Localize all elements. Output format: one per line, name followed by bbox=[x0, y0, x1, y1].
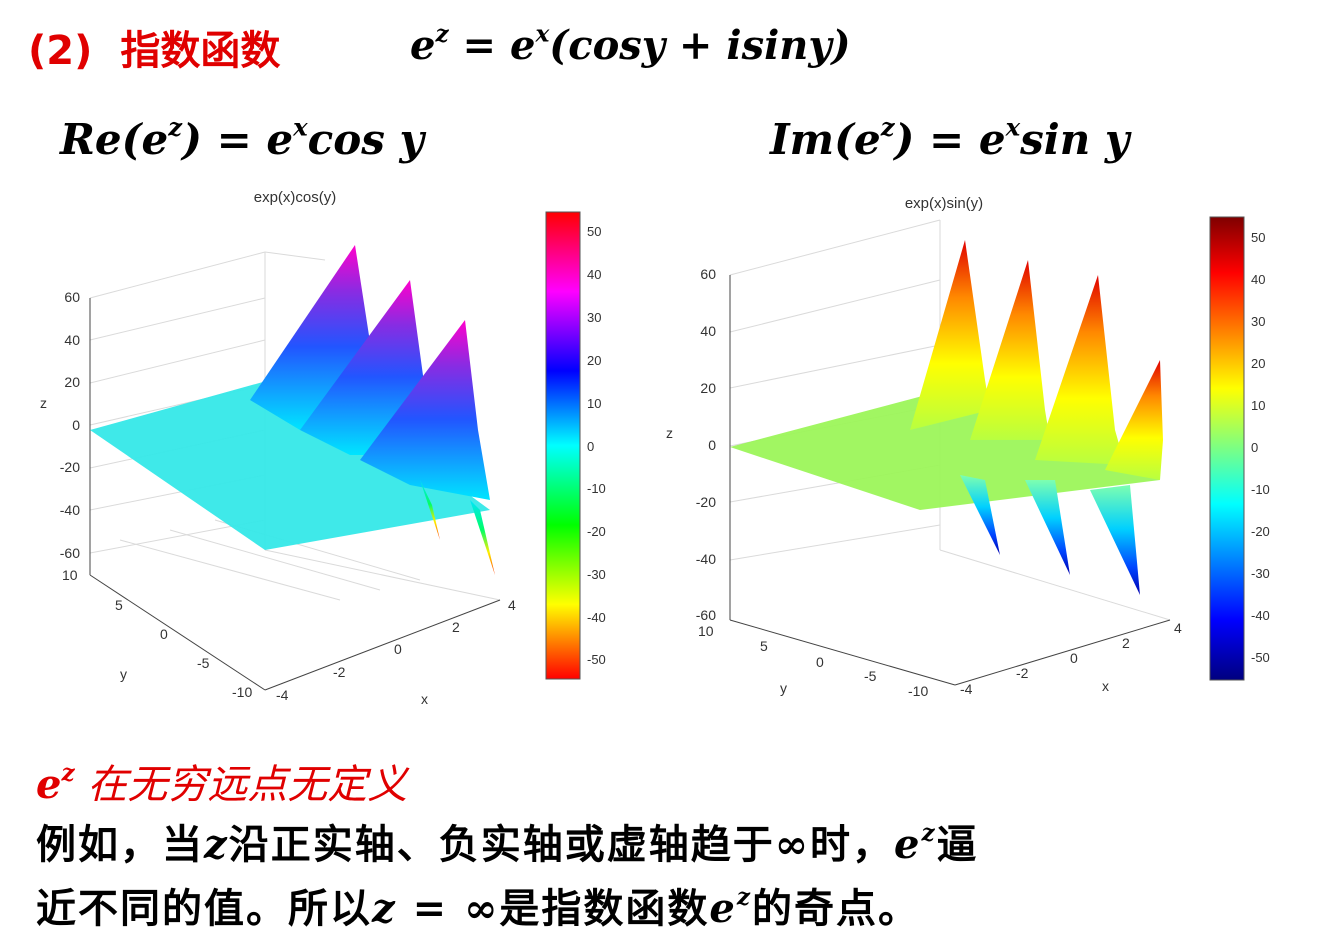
svg-text:4: 4 bbox=[508, 597, 516, 613]
svg-text:-20: -20 bbox=[60, 459, 80, 475]
svg-text:60: 60 bbox=[700, 266, 716, 282]
svg-text:-60: -60 bbox=[696, 607, 716, 623]
svg-text:-20: -20 bbox=[696, 494, 716, 510]
surface-peak-2 bbox=[970, 260, 1050, 440]
svg-text:2: 2 bbox=[1122, 635, 1130, 651]
svg-text:z: z bbox=[40, 395, 47, 411]
svg-text:-10: -10 bbox=[587, 481, 606, 496]
svg-text:0: 0 bbox=[72, 417, 80, 433]
svg-text:-10: -10 bbox=[908, 683, 928, 699]
surface-dip-3 bbox=[1090, 485, 1140, 595]
svg-text:0: 0 bbox=[708, 437, 716, 453]
svg-text:20: 20 bbox=[1251, 356, 1265, 371]
svg-text:-20: -20 bbox=[587, 524, 606, 539]
svg-text:-30: -30 bbox=[587, 567, 606, 582]
paragraph-line-2: 近不同的值。所以z = ∞是指数函数ez的奇点。 bbox=[36, 883, 921, 932]
paragraph-line-1: 例如，当z沿正实轴、负实轴或虚轴趋于∞时，ez逼 bbox=[36, 819, 979, 868]
svg-text:-40: -40 bbox=[587, 610, 606, 625]
svg-text:20: 20 bbox=[64, 374, 80, 390]
plot-real-part: exp(x)cos(y) 60 40 20 0 -20 -40 -60 bbox=[40, 189, 606, 707]
colorbar bbox=[1209, 216, 1245, 681]
svg-text:0: 0 bbox=[394, 641, 402, 657]
svg-text:0: 0 bbox=[816, 654, 824, 670]
svg-text:10: 10 bbox=[698, 623, 714, 639]
svg-text:60: 60 bbox=[64, 289, 80, 305]
svg-text:20: 20 bbox=[587, 353, 601, 368]
svg-text:x: x bbox=[1102, 678, 1109, 694]
svg-text:-30: -30 bbox=[1251, 566, 1270, 581]
main-formula: ez = ex(cosy + isiny) bbox=[410, 20, 851, 69]
surface-peak-1 bbox=[910, 240, 990, 430]
section-title: 指数函数 bbox=[120, 28, 281, 74]
note-undefined-at-infinity: ez 在无穷远点无定义 bbox=[36, 759, 408, 808]
svg-text:-10: -10 bbox=[1251, 482, 1270, 497]
section-number: (2) bbox=[28, 28, 93, 74]
svg-text:-2: -2 bbox=[1016, 665, 1029, 681]
svg-text:10: 10 bbox=[587, 396, 601, 411]
colorbar bbox=[545, 211, 581, 680]
svg-text:40: 40 bbox=[64, 332, 80, 348]
imaginary-part-formula: Im(ez) = exsin y bbox=[770, 112, 1130, 164]
svg-text:5: 5 bbox=[115, 597, 123, 613]
svg-text:-10: -10 bbox=[232, 684, 252, 700]
svg-text:x: x bbox=[421, 691, 428, 707]
surface-plane bbox=[90, 380, 490, 550]
svg-text:0: 0 bbox=[1251, 440, 1258, 455]
svg-text:-20: -20 bbox=[1251, 524, 1270, 539]
svg-text:10: 10 bbox=[1251, 398, 1265, 413]
svg-text:z: z bbox=[666, 425, 673, 441]
svg-text:-4: -4 bbox=[960, 681, 973, 697]
svg-text:20: 20 bbox=[700, 380, 716, 396]
svg-text:y: y bbox=[120, 666, 127, 682]
surface-peak-4 bbox=[1105, 360, 1163, 480]
svg-text:10: 10 bbox=[62, 567, 78, 583]
section-heading: (2) 指数函数 bbox=[28, 18, 280, 76]
svg-text:40: 40 bbox=[1251, 272, 1265, 287]
svg-text:-40: -40 bbox=[1251, 608, 1270, 623]
surface-dip-1 bbox=[960, 475, 1000, 555]
svg-text:4: 4 bbox=[1174, 620, 1182, 636]
svg-text:40: 40 bbox=[700, 323, 716, 339]
surface-peak-3 bbox=[1035, 275, 1125, 465]
svg-text:30: 30 bbox=[1251, 314, 1265, 329]
svg-text:-40: -40 bbox=[60, 502, 80, 518]
svg-text:-50: -50 bbox=[1251, 650, 1270, 665]
svg-text:5: 5 bbox=[760, 638, 768, 654]
svg-text:0: 0 bbox=[1070, 650, 1078, 666]
svg-text:2: 2 bbox=[452, 619, 460, 635]
svg-text:-50: -50 bbox=[587, 652, 606, 667]
svg-text:50: 50 bbox=[1251, 230, 1265, 245]
surface-peak-3 bbox=[360, 320, 490, 500]
svg-text:0: 0 bbox=[587, 439, 594, 454]
surface-dip-1 bbox=[420, 480, 440, 540]
svg-text:0: 0 bbox=[160, 626, 168, 642]
svg-text:-60: -60 bbox=[60, 545, 80, 561]
plot-title: exp(x)cos(y) bbox=[254, 189, 337, 206]
surface-dip-2 bbox=[470, 500, 495, 575]
svg-text:40: 40 bbox=[587, 267, 601, 282]
svg-text:-5: -5 bbox=[197, 655, 210, 671]
svg-text:-5: -5 bbox=[864, 668, 877, 684]
plot-title: exp(x)sin(y) bbox=[905, 195, 983, 212]
svg-text:-4: -4 bbox=[276, 687, 289, 703]
svg-text:50: 50 bbox=[587, 224, 601, 239]
svg-text:-2: -2 bbox=[333, 664, 346, 680]
svg-text:30: 30 bbox=[587, 310, 601, 325]
real-part-formula: Re(ez) = excos y bbox=[60, 112, 424, 164]
svg-text:y: y bbox=[780, 680, 787, 696]
svg-text:-40: -40 bbox=[696, 551, 716, 567]
surface-dip-2 bbox=[1025, 480, 1070, 575]
plot-imaginary-part: exp(x)sin(y) 60 40 20 0 -20 -40 -60 z 10… bbox=[666, 195, 1270, 699]
